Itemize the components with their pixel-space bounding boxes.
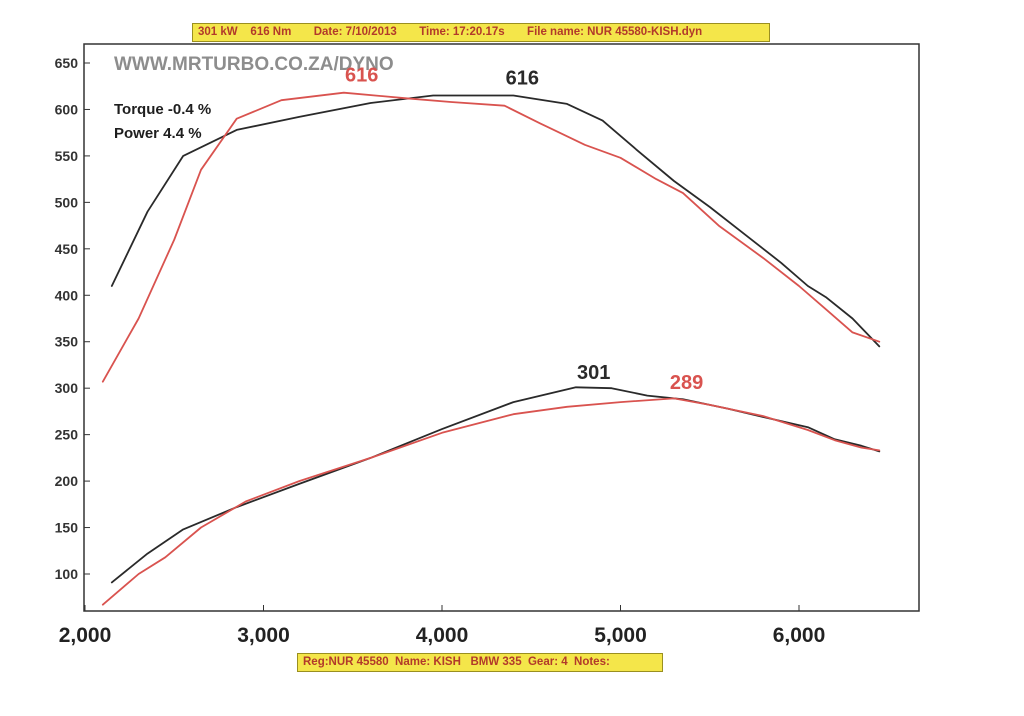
y-tick-label: 450 [55,241,79,257]
series-line-1 [110,94,881,348]
run-time: Time: 17:20.17s [419,26,505,38]
max-torque-value: 616 Nm [250,26,292,38]
peak-value-label: 301 [577,362,610,384]
series-line-4 [101,397,881,606]
x-axis: 2,000 3,000 4,000 5,000 6,000 [59,605,826,647]
y-tick-label: 400 [55,287,79,303]
series-line-3 [110,386,881,584]
x-tick-label: 4,000 [416,624,469,647]
peak-value-label: 616 [506,67,539,89]
x-tick-label: 3,000 [237,624,290,647]
top-info-banner: 301 kW 616 Nm Date: 7/10/2013 Time: 17:2… [192,23,770,42]
customer-name: Name: KISH [395,656,461,668]
watermark-text: WWW.MRTURBO.CO.ZA/DYNO [114,54,394,75]
y-axis: 100 150 200 250 300 350 400 450 500 550 600 650 [55,55,90,582]
plot-frame [83,43,920,612]
power-diff-label: Power 4.4 % [114,125,202,142]
y-tick-label: 250 [55,427,79,443]
gear-value: Gear: 4 [527,656,568,668]
y-tick-label: 500 [55,194,79,210]
bottom-info-banner: Reg:NUR 45580 Name: KISH BMW 335 Gear: 4… [297,653,663,672]
reg-number: Reg:NUR 45580 [303,656,389,668]
y-tick-label: 150 [55,520,79,536]
annotation-layer: 616 616 301 289 [345,65,703,395]
run-date: Date: 7/10/2013 [313,26,397,38]
x-tick-label: 2,000 [59,624,112,647]
y-tick-label: 200 [55,473,79,489]
peak-value-label: 289 [670,372,703,394]
y-tick-label: 550 [55,148,79,164]
peak-value-label: 616 [345,65,378,87]
series-line-2 [101,91,881,383]
x-tick-label: 5,000 [594,624,647,647]
x-tick-label: 6,000 [773,624,826,647]
y-tick-label: 600 [55,101,79,117]
y-tick-label: 300 [55,380,79,396]
file-name: File name: NUR 45580-KISH.dyn [527,26,703,38]
y-tick-label: 650 [55,55,79,71]
car-model: BMW 335 [470,656,522,668]
max-power-value: 301 kW [198,26,238,38]
notes-label: Notes: [574,656,610,668]
torque-diff-label: Torque -0.4 % [114,101,211,118]
y-tick-label: 100 [55,566,79,582]
series-layer [101,91,881,606]
y-tick-label: 350 [55,334,79,350]
